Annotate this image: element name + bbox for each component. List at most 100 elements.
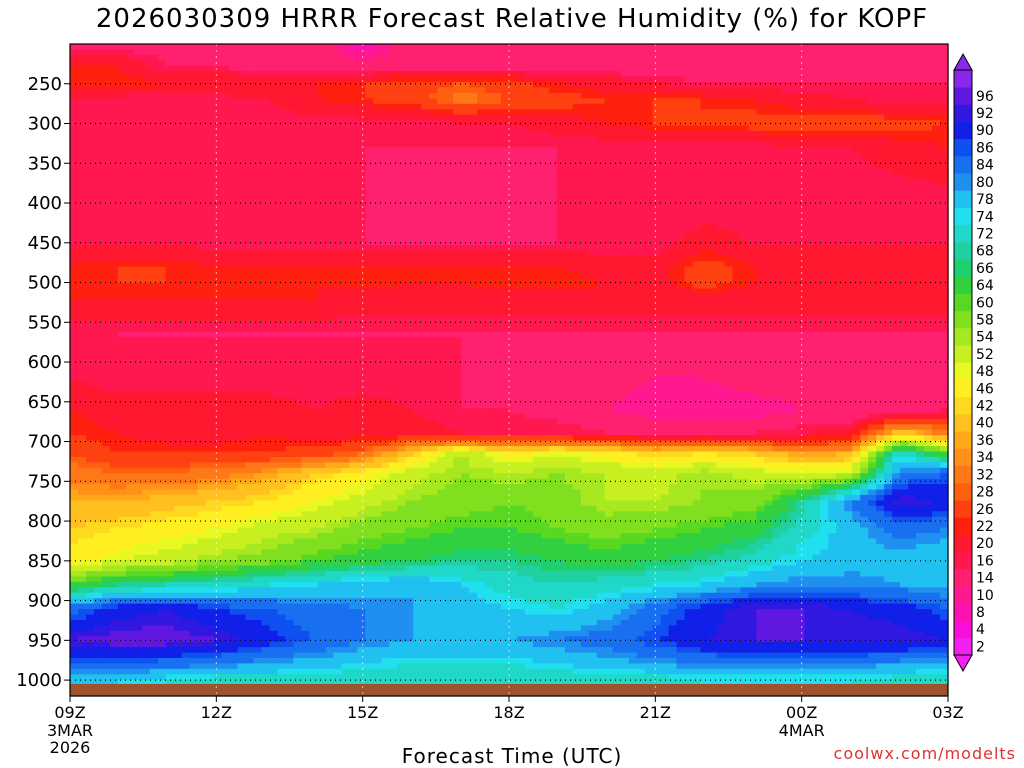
- rh-cell: [365, 98, 374, 105]
- rh-cell: [349, 196, 358, 203]
- rh-cell: [381, 636, 390, 643]
- rh-cell: [269, 207, 279, 214]
- rh-cell: [301, 370, 311, 377]
- rh-cell: [381, 576, 390, 583]
- rh-cell: [269, 174, 279, 181]
- rh-cell: [397, 174, 406, 181]
- rh-cell: [221, 49, 231, 56]
- rh-cell: [125, 179, 135, 186]
- rh-cell: [349, 370, 358, 377]
- rh-cell: [189, 647, 199, 654]
- rh-cell: [165, 375, 175, 382]
- rh-cell: [70, 310, 79, 317]
- rh-cell: [117, 293, 127, 300]
- rh-cell: [245, 71, 255, 78]
- rh-cell: [70, 619, 79, 626]
- rh-cell: [125, 554, 135, 561]
- rh-cell: [85, 141, 95, 148]
- rh-cell: [309, 272, 319, 279]
- rh-cell: [245, 299, 255, 306]
- rh-cell: [205, 174, 215, 181]
- rh-cell: [189, 299, 199, 306]
- rh-cell: [101, 435, 111, 442]
- rh-cell: [181, 82, 191, 89]
- rh-cell: [245, 136, 255, 143]
- rh-cell: [229, 185, 239, 192]
- rh-cell: [309, 315, 319, 322]
- rh-cell: [229, 674, 239, 681]
- rh-cell: [213, 364, 223, 371]
- rh-cell: [285, 288, 295, 295]
- rh-cell: [70, 663, 79, 670]
- rh-cell: [349, 527, 358, 534]
- rh-cell: [277, 500, 287, 507]
- rh-cell: [157, 364, 167, 371]
- rh-cell: [269, 560, 279, 567]
- rh-cell: [365, 228, 374, 235]
- rh-cell: [237, 391, 247, 398]
- rh-cell: [365, 120, 374, 127]
- rh-cell: [253, 130, 263, 137]
- rh-cell: [381, 212, 390, 219]
- rh-cell: [165, 223, 175, 230]
- rh-cell: [285, 76, 295, 83]
- rh-cell: [141, 500, 151, 507]
- rh-cell: [325, 288, 334, 295]
- rh-cell: [325, 293, 334, 300]
- rh-cell: [237, 158, 247, 165]
- rh-cell: [77, 136, 87, 143]
- rh-cell: [365, 576, 374, 583]
- rh-cell: [213, 201, 223, 208]
- rh-cell: [109, 489, 119, 496]
- rh-cell: [349, 533, 358, 540]
- rh-cell: [245, 647, 255, 654]
- rh-cell: [397, 130, 406, 137]
- rh-cell: [189, 614, 199, 621]
- rh-cell: [157, 299, 167, 306]
- rh-cell: [245, 179, 255, 186]
- rh-cell: [277, 619, 287, 626]
- rh-cell: [213, 266, 223, 273]
- rh-cell: [277, 125, 287, 132]
- rh-cell: [133, 304, 143, 311]
- rh-cell: [77, 54, 87, 61]
- rh-cell: [85, 587, 95, 594]
- rh-cell: [269, 168, 279, 175]
- rh-cell: [197, 657, 207, 664]
- rh-cell: [285, 147, 295, 154]
- rh-cell: [333, 163, 342, 170]
- rh-cell: [181, 201, 191, 208]
- rh-cell: [93, 283, 103, 290]
- rh-cell: [309, 120, 319, 127]
- rh-cell: [245, 168, 255, 175]
- rh-cell: [125, 103, 135, 110]
- rh-cell: [309, 245, 319, 252]
- rh-cell: [109, 196, 119, 203]
- rh-cell: [269, 277, 279, 284]
- rh-cell: [157, 277, 167, 284]
- rh-cell: [253, 581, 263, 588]
- rh-cell: [165, 511, 175, 518]
- rh-cell: [301, 386, 311, 393]
- rh-cell: [77, 456, 87, 463]
- rh-cell: [70, 44, 79, 51]
- rh-cell: [325, 663, 334, 670]
- rh-cell: [365, 641, 374, 648]
- rh-cell: [333, 679, 342, 686]
- rh-cell: [125, 516, 135, 523]
- rh-cell: [229, 54, 239, 61]
- rh-cell: [141, 71, 151, 78]
- rh-cell: [93, 98, 103, 105]
- rh-cell: [397, 65, 406, 72]
- rh-cell: [333, 473, 342, 480]
- rh-cell: [70, 272, 79, 279]
- rh-cell: [341, 272, 350, 279]
- rh-cell: [181, 516, 191, 523]
- rh-cell: [165, 44, 175, 51]
- rh-cell: [141, 609, 151, 616]
- rh-cell: [309, 103, 319, 110]
- rh-cell: [301, 560, 311, 567]
- rh-cell: [109, 364, 119, 371]
- rh-cell: [70, 429, 79, 436]
- rh-cell: [93, 571, 103, 578]
